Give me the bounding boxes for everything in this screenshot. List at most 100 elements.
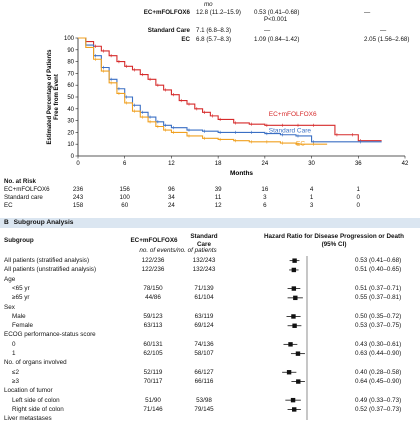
summary-p-value: P<0.001 [264, 16, 288, 23]
summary-row: Standard Care 7.1 (6.8–8.3) — — [0, 27, 420, 37]
hr-point [291, 286, 297, 291]
at-risk-value: 11 [214, 194, 222, 201]
at-risk-value: 236 [72, 186, 84, 193]
subgroup-label: Left side of colon [12, 396, 60, 404]
subgroup-label: ECOG performance-status score [4, 331, 96, 339]
x-tick-label: 36 [355, 161, 362, 167]
hr-point [296, 379, 301, 384]
summary-hr2: 2.05 (1.56–2.68) [364, 36, 410, 43]
x-tick-label: 0 [76, 161, 80, 167]
subgroup-label: No. of organs involved [4, 359, 67, 367]
hr-point [292, 407, 297, 412]
forest-plot [282, 256, 308, 420]
at-risk-value: 34 [167, 194, 175, 201]
events-a: 60/131 [143, 340, 163, 348]
subgroup-label: <65 yr [12, 284, 30, 292]
subgroup-row: <65 yr 78/150 71/139 0.51 (0.37–0.71) [0, 284, 420, 293]
subgroup-category: Location of tumor [0, 386, 420, 395]
subgroup-row: ≥3 70/117 66/116 0.64 (0.45–0.90) [0, 377, 420, 386]
y-tick-label: 70 [67, 71, 74, 77]
y-axis-label: Estimated Percentage of PatientsFree fro… [47, 49, 60, 145]
summary-median: 12.8 (11.2–15.9) [196, 9, 241, 16]
subgroup-row: All patients (stratified analysis) 122/23… [0, 256, 420, 265]
at-risk-value: 12 [214, 202, 222, 209]
km-axes: 0 10 20 30 40 50 60 70 80 90 100 0 6 12 18 24 30 36 42 Mont… [47, 36, 409, 177]
panel-letter: B [4, 219, 9, 226]
subgroup-row: Female 63/113 69/124 0.53 (0.37–0.75) [0, 321, 420, 330]
km-chart: 0 10 20 30 40 50 60 70 80 90 100 0 6 12 18 24 30 36 42 Mont… [47, 36, 409, 177]
summary-header-unit: mo [204, 1, 213, 8]
at-risk-value: 1 [309, 194, 314, 201]
at-risk-value: 24 [167, 202, 175, 209]
x-tick-label: 24 [262, 161, 269, 167]
km-annotations: EC+mFOLFOX6 Standard Care EC [269, 111, 317, 148]
at-risk-value: 16 [261, 186, 269, 193]
subgroup-label: Age [4, 275, 16, 283]
subgroup-category: ECOG performance-status score [0, 330, 420, 339]
hr-point [295, 351, 301, 356]
hazard-ratio-text: 0.55 (0.37–0.81) [355, 294, 402, 302]
hazard-ratio-text: 0.63 (0.44–0.90) [355, 350, 402, 357]
hr-point [293, 295, 298, 301]
events-b: 66/127 [194, 368, 214, 376]
at-risk-title: No. at Risk [4, 178, 36, 185]
x-tick-label: 42 [402, 161, 409, 167]
hazard-ratio-text: 0.64 (0.45–0.90) [355, 377, 402, 385]
y-tick-label: 90 [67, 48, 74, 54]
at-risk-value: 156 [119, 186, 130, 193]
subgroup-label: Location of tumor [4, 387, 53, 395]
subgroup-category: Sex [0, 303, 420, 312]
km-line-1 [78, 37, 382, 143]
at-risk-value: 4 [309, 186, 314, 193]
subgroup-label: 1 [12, 350, 16, 357]
at-risk-value: 39 [214, 186, 222, 193]
summary-label: EC [181, 36, 190, 43]
hr-point [291, 267, 297, 273]
subgroup-label: All patients (unstratified analysis) [4, 266, 97, 274]
at-risk-value: 3 [263, 194, 267, 201]
events-a: 71/146 [143, 405, 163, 413]
subgroup-row: 0 60/131 74/136 0.43 (0.30–0.61) [0, 340, 420, 349]
events-a: 122/236 [141, 266, 165, 274]
at-risk-value: 6 [263, 202, 267, 209]
hazard-ratio-text: 0.51 (0.40–0.65) [355, 266, 402, 274]
subgroup-label: Female [12, 322, 33, 330]
hazard-ratio-text: 0.53 (0.41–0.68) [355, 257, 402, 264]
series-label: Standard Care [269, 127, 312, 134]
y-tick-label: 50 [67, 95, 74, 101]
events-b: 53/98 [196, 396, 212, 404]
subgroup-label: All patients (stratified analysis) [4, 257, 90, 264]
x-tick-label: 18 [215, 161, 222, 167]
subgroup-label: Liver metastases [4, 415, 52, 423]
at-risk-value: 60 [121, 202, 129, 209]
at-risk-value: 3 [309, 202, 314, 209]
col-a-header: EC+mFOLFOX6 [130, 237, 178, 244]
y-tick-label: 60 [67, 83, 74, 89]
at-risk-value: 0 [356, 202, 360, 209]
hazard-ratio-text: 0.40 (0.28–0.58) [355, 368, 402, 376]
subgroup-row: Left side of colon 51/90 53/98 0.49 (0.33–0… [0, 396, 420, 405]
summary-label: EC+mFOLFOX6 [143, 9, 190, 16]
summary-hr: 0.53 (0.41–0.68) [254, 9, 300, 16]
y-tick-label: 80 [67, 60, 74, 66]
hazard-ratio-text: 0.51 (0.37–0.71) [355, 284, 402, 292]
x-tick-label: 6 [123, 161, 127, 167]
x-tick-label: 12 [168, 161, 175, 167]
events-a: 122/236 [141, 257, 165, 264]
at-risk-row: EC 158 60 24 12 6 3 0 [0, 202, 420, 210]
at-risk-label: Standard care [4, 194, 43, 201]
at-risk-value: 100 [119, 194, 130, 201]
at-risk-value: 158 [72, 202, 84, 209]
subgroup-row: Male 59/123 63/119 0.50 (0.35–0.72) [0, 312, 420, 321]
events-a: 78/150 [143, 284, 163, 292]
series-label: EC [296, 140, 305, 147]
events-b: 58/107 [194, 350, 214, 357]
summary-hr: — [264, 27, 271, 34]
subgroup-row: ≥65 yr 44/86 61/104 0.55 (0.37–0.81) [0, 293, 420, 302]
x-axis-label: Months [230, 170, 253, 177]
hazard-ratio-text: 0.43 (0.30–0.61) [355, 340, 402, 348]
subgroup-row: All patients (unstratified analysis) 122/… [0, 265, 420, 274]
events-a: 63/113 [143, 322, 163, 330]
subgroup-label: Right side of colon [12, 405, 64, 413]
